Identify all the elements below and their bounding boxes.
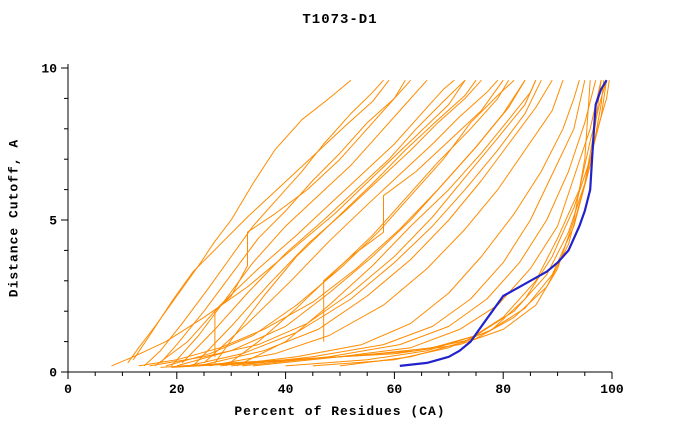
series-line xyxy=(149,79,537,367)
series-line xyxy=(182,80,605,367)
series-line xyxy=(160,80,591,368)
series-line xyxy=(165,79,515,367)
series-line xyxy=(127,79,352,364)
highlighted-series-line xyxy=(399,79,608,367)
series-line xyxy=(154,79,455,367)
series-line xyxy=(171,79,428,367)
series-line xyxy=(231,80,586,367)
series-line xyxy=(138,79,526,367)
series-line xyxy=(285,80,610,367)
x-tick-label: 40 xyxy=(278,382,294,397)
x-tick-label: 80 xyxy=(495,382,511,397)
x-tick-label: 20 xyxy=(169,382,185,397)
series-line xyxy=(143,79,384,367)
series-line xyxy=(132,79,390,361)
series-line xyxy=(111,79,466,367)
series-line xyxy=(323,79,504,342)
series-line xyxy=(198,79,553,367)
series-line xyxy=(203,79,499,364)
series-line xyxy=(312,80,608,367)
series-line xyxy=(220,80,580,367)
series-line xyxy=(209,80,564,367)
series-line xyxy=(192,79,482,367)
x-tick-label: 60 xyxy=(387,382,403,397)
x-axis-title: Percent of Residues (CA) xyxy=(234,404,446,419)
y-axis-title: Distance Cutoff, A xyxy=(6,138,22,298)
x-tick-label: 0 xyxy=(64,382,72,397)
series-line xyxy=(187,79,542,367)
series-line xyxy=(242,80,597,367)
series-line xyxy=(214,79,406,357)
series-line xyxy=(225,79,510,367)
series-line xyxy=(214,79,477,364)
series-line xyxy=(160,79,412,364)
y-tick-label: 0 xyxy=(49,366,57,381)
y-tick-label: 10 xyxy=(41,62,57,77)
x-tick-label: 100 xyxy=(600,382,624,397)
series-line xyxy=(181,79,466,364)
series-line xyxy=(252,80,602,367)
y-tick-label: 5 xyxy=(49,214,57,229)
chart-title: T1073-D1 xyxy=(302,12,378,28)
